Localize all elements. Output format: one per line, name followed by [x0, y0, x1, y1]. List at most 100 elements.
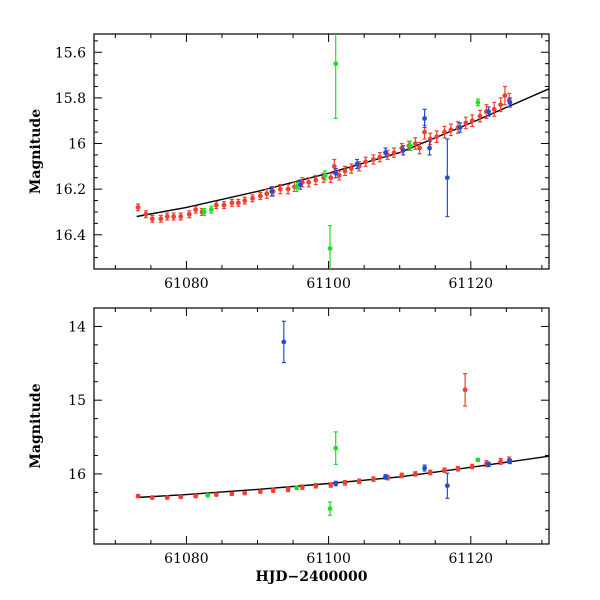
top-green-point	[208, 207, 214, 213]
top-red-point	[221, 202, 227, 208]
bottom-red-point	[370, 476, 376, 482]
top-red-point	[158, 216, 164, 222]
top-green-point	[333, 61, 339, 67]
top-red-point	[213, 202, 219, 208]
top-red-point	[313, 177, 319, 183]
bottom-red-point	[285, 487, 291, 492]
top-red-point	[186, 211, 192, 217]
top-y-axis-title: Magnitude	[28, 109, 44, 194]
bottom-plot-frame	[93, 307, 550, 545]
bottom-y-tick-label: 14	[68, 319, 86, 335]
bottom-x-tick-label: 61080	[164, 551, 209, 567]
bottom-red-point	[399, 473, 405, 478]
top-red-point	[391, 150, 397, 156]
top-red-point	[285, 186, 291, 192]
bottom-red-point	[299, 484, 305, 490]
bottom-red-point	[462, 387, 468, 393]
top-red-point	[377, 154, 383, 160]
top-green-point	[475, 100, 481, 105]
bottom-y-tick-label: 16	[68, 467, 86, 483]
bottom-red-point	[328, 482, 334, 488]
top-red-point	[363, 159, 368, 165]
top-green-point	[407, 143, 413, 149]
top-series-red	[135, 85, 512, 223]
bottom-blue-point	[486, 461, 491, 467]
top-blue-point	[457, 125, 463, 130]
bottom-red-point	[427, 470, 433, 475]
bottom-red-point	[469, 464, 475, 469]
top-red-point	[164, 214, 170, 219]
top-red-point	[149, 216, 155, 222]
top-x-tick-label: 61080	[164, 276, 209, 292]
bottom-red-point	[135, 493, 141, 499]
top-red-point	[412, 141, 418, 146]
bottom-blue-point	[281, 339, 287, 345]
bottom-red-point	[313, 483, 319, 489]
bottom-series-blue	[281, 320, 513, 499]
top-red-point	[331, 163, 337, 169]
top-blue-point	[400, 147, 406, 153]
bottom-green-point	[205, 492, 211, 498]
bottom-red-point	[193, 493, 199, 499]
bottom-red-point	[342, 480, 348, 486]
top-blue-point	[427, 145, 432, 151]
top-red-point	[135, 204, 141, 210]
top-green-point	[294, 184, 300, 190]
top-data-layer	[135, 34, 549, 269]
bottom-y-tick-label: 15	[68, 393, 86, 409]
bottom-red-point	[164, 495, 170, 500]
bottom-red-point	[442, 467, 447, 473]
bottom-red-point	[356, 478, 362, 484]
top-model-curve	[136, 88, 549, 218]
top-blue-point	[333, 170, 339, 176]
bottom-data-layer	[135, 320, 549, 516]
top-blue-point	[507, 100, 513, 105]
top-blue-point	[354, 161, 360, 167]
top-series-blue	[269, 97, 513, 218]
bottom-red-point	[412, 471, 418, 477]
top-plot-frame	[93, 33, 550, 270]
top-blue-point	[444, 175, 450, 181]
top-red-point	[417, 145, 423, 151]
top-x-tick-label: 61120	[449, 276, 494, 292]
top-y-tick-label: 16.4	[55, 228, 86, 244]
top-red-point	[427, 136, 433, 142]
bottom-green-point	[475, 457, 481, 463]
top-red-point	[370, 157, 376, 162]
top-red-point	[242, 198, 248, 203]
top-red-point	[171, 214, 177, 219]
top-panel: 61080 61100 61120 15.6 15.8 16 16.2 16.4 Magnitu…	[28, 33, 550, 292]
bottom-blue-point	[507, 459, 513, 464]
top-y-tick-label: 15.8	[55, 91, 86, 107]
top-blue-point	[383, 150, 388, 156]
top-series-green	[201, 34, 481, 269]
top-red-point	[178, 214, 184, 219]
top-red-point	[442, 129, 447, 135]
top-red-point	[235, 200, 241, 206]
top-x-tick-label: 61100	[306, 276, 351, 292]
bottom-red-point	[257, 489, 263, 495]
bottom-green-point	[327, 506, 333, 511]
top-red-point	[342, 168, 348, 174]
top-red-point	[502, 93, 508, 99]
bottom-red-point	[270, 487, 276, 493]
top-red-point	[491, 106, 497, 112]
bottom-red-point	[149, 495, 155, 500]
top-blue-point	[269, 189, 275, 194]
bottom-green-point	[333, 445, 339, 451]
top-red-point	[264, 191, 270, 197]
bottom-red-point	[178, 494, 184, 500]
top-red-point	[306, 179, 312, 185]
top-red-point	[498, 102, 504, 108]
top-red-point	[477, 113, 483, 119]
bottom-red-point	[455, 466, 461, 472]
bottom-panel: 61080 61100 61120 14 15 16 Magnitude HJD−240000…	[28, 307, 550, 585]
top-y-tick-label: 16	[68, 137, 86, 153]
top-red-point	[463, 120, 469, 126]
bottom-blue-point	[333, 481, 339, 486]
top-blue-point	[297, 182, 303, 187]
bottom-x-tick-label: 61120	[449, 551, 494, 567]
top-green-point	[322, 173, 328, 178]
bottom-series-green	[205, 431, 481, 516]
